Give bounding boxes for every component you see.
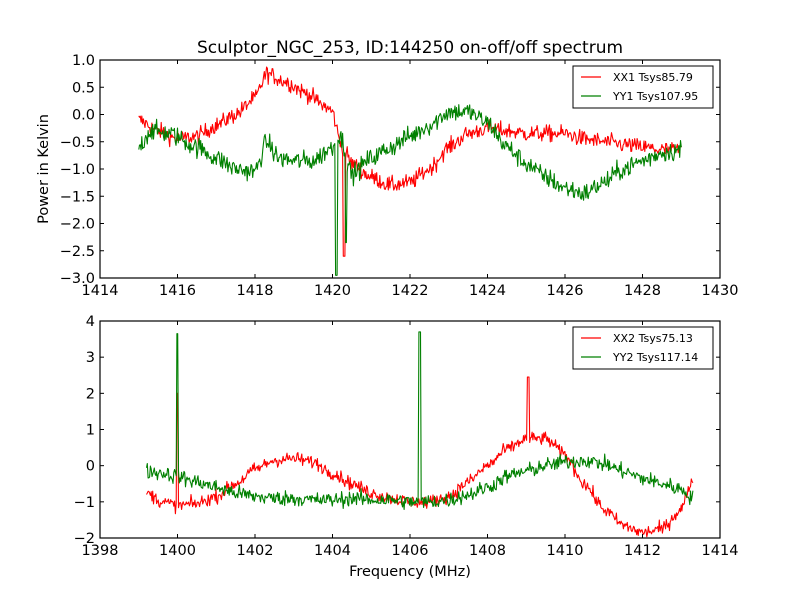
x-tick-label: 1420 <box>314 283 351 299</box>
y-tick-label: 0 <box>86 459 95 475</box>
x-tick-label: 1410 <box>547 543 584 559</box>
x-tick-label: 1414 <box>702 543 739 559</box>
x-tick-label: 1398 <box>82 543 119 559</box>
y-tick-label: −1 <box>74 495 95 511</box>
legend-box <box>572 65 714 109</box>
x-tick-label: 1400 <box>159 543 196 559</box>
x-tick-label: 1416 <box>159 283 196 299</box>
legend-entry: YY1 Tsys107.95 <box>612 90 698 103</box>
x-tick-label: 1430 <box>702 283 739 299</box>
y-tick-label: 2 <box>86 386 95 402</box>
y-tick-label: 1.0 <box>72 53 95 69</box>
y-tick-label: 0.5 <box>72 80 95 96</box>
chart-title: Sculptor_NGC_253, ID:144250 on-off/off s… <box>197 38 623 58</box>
x-tick-label: 1424 <box>469 283 506 299</box>
legend-entry: XX2 Tsys75.13 <box>613 332 693 345</box>
x-tick-label: 1412 <box>624 543 661 559</box>
y-axis-label: Power in Kelvin <box>36 114 52 224</box>
x-tick-label: 1404 <box>314 543 351 559</box>
y-tick-label: −0.5 <box>60 135 95 151</box>
legend: XX1 Tsys85.79 YY1 Tsys107.95 <box>572 65 714 109</box>
legend-box <box>572 326 714 370</box>
legend: XX2 Tsys75.13 YY2 Tsys117.14 <box>572 326 714 370</box>
x-tick-label: 1418 <box>237 283 274 299</box>
y-tick-label: −1.5 <box>60 189 95 205</box>
y-tick-label: −3.0 <box>60 271 95 287</box>
series-line-yy2 <box>145 331 694 510</box>
legend-entry: XX1 Tsys85.79 <box>613 71 693 84</box>
y-tick-label: 3 <box>86 350 95 366</box>
y-tick-label: −1.0 <box>60 162 95 178</box>
series-group <box>145 331 694 538</box>
x-tick-label: 1414 <box>82 283 119 299</box>
legend-entry: YY2 Tsys117.14 <box>612 351 698 364</box>
y-tick-label: −2.0 <box>60 217 95 233</box>
top-panel: 1414 1416 1418 1420 1422 1424 1426 1428 1430 1.0 0… <box>60 53 739 299</box>
bottom-panel: 1398 1400 1402 1404 1406 1408 1410 1412 1414 4 3 2 1… <box>74 314 739 559</box>
x-tick-label: 1428 <box>624 283 661 299</box>
series-group <box>138 66 682 276</box>
x-tick-label: 1402 <box>237 543 274 559</box>
x-tick-label: 1408 <box>469 543 506 559</box>
y-tick-label: 1 <box>86 423 95 439</box>
y-tick-label: −2.5 <box>60 244 95 260</box>
y-tick-label: 0.0 <box>72 108 95 124</box>
series-line-xx1 <box>138 66 682 257</box>
y-tick-label: 4 <box>86 314 95 330</box>
x-tick-label: 1422 <box>392 283 429 299</box>
x-tick-label: 1406 <box>392 543 429 559</box>
y-tick-label: −2 <box>74 531 95 547</box>
series-line-xx2 <box>146 376 694 538</box>
series-line-yy1 <box>138 104 682 276</box>
x-axis-label: Frequency (MHz) <box>349 564 471 580</box>
x-tick-label: 1426 <box>547 283 584 299</box>
